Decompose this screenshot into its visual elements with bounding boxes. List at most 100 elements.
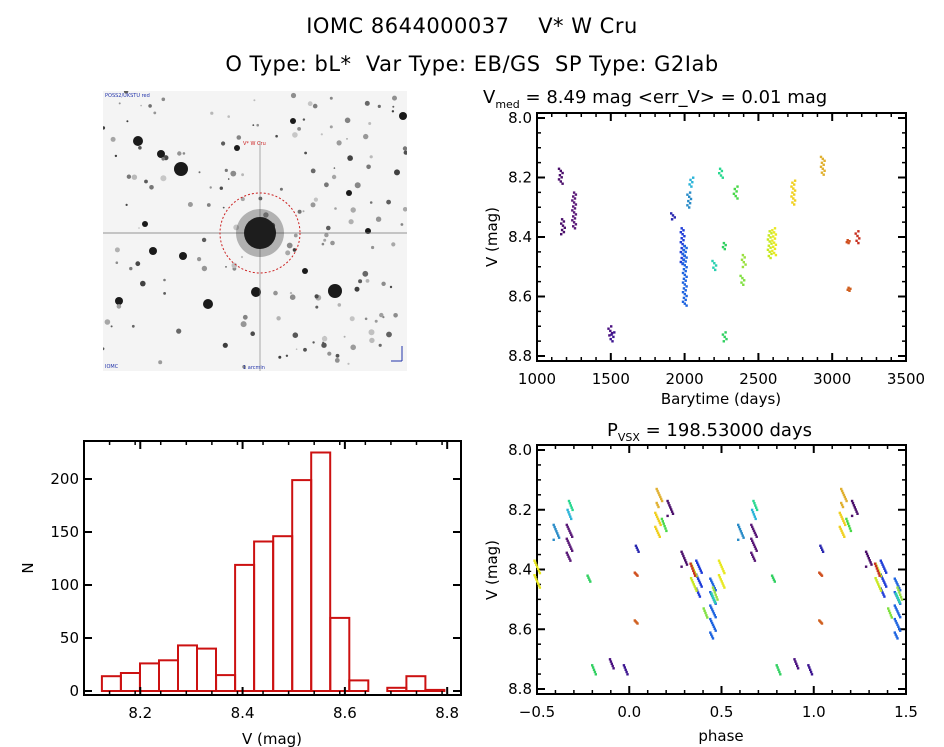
phased-curve-point <box>710 619 713 623</box>
phased-curve-point <box>655 527 658 531</box>
phased-curve-point <box>705 614 708 617</box>
star <box>240 255 244 259</box>
star <box>358 279 363 284</box>
phased-curve-point <box>878 572 882 576</box>
light-curve-point <box>679 250 682 254</box>
phased-curve-point <box>697 593 701 596</box>
star <box>135 261 141 267</box>
phased-curve-point <box>839 513 842 517</box>
phased-curve-point <box>717 559 721 562</box>
star <box>402 207 408 212</box>
light-curve-point <box>732 192 736 195</box>
phased-curve-point <box>713 614 716 617</box>
light-curve-point <box>772 231 776 234</box>
phased-curve-point <box>698 581 702 584</box>
phased-curve-point <box>634 544 638 547</box>
phased-curve-point <box>565 551 568 554</box>
phased-curve-point <box>879 589 883 592</box>
phased-curve-point <box>670 510 674 513</box>
phased-curve-point <box>841 491 845 495</box>
star <box>349 316 355 322</box>
light-curve-point <box>712 266 715 269</box>
phased-curve-point <box>657 519 661 523</box>
histogram-bar <box>310 451 332 692</box>
phased-curve-point <box>896 610 899 613</box>
light-curve-point <box>670 218 674 221</box>
star <box>275 134 278 138</box>
phased-curve-point <box>657 533 661 536</box>
phased-curve-point <box>777 668 780 671</box>
star <box>230 170 237 177</box>
star <box>104 319 111 325</box>
light-curve-point <box>688 206 691 209</box>
phased-curve-point <box>896 583 899 586</box>
light-curve-point <box>792 197 795 200</box>
light-curve-point <box>793 203 796 206</box>
star <box>242 365 246 369</box>
phased-curve-point <box>808 666 811 669</box>
phased-curve-point <box>887 609 891 612</box>
x-tick-label: 0.0 <box>617 703 641 721</box>
light-curve-point <box>740 281 743 284</box>
phased-curve-point <box>536 565 539 569</box>
light-curve-point <box>613 331 616 334</box>
phased-curve-point <box>570 533 573 536</box>
light-curve-point <box>820 171 824 174</box>
light-curve-point <box>820 161 824 164</box>
phased-curve-point <box>894 633 897 636</box>
star <box>161 97 166 102</box>
light-curve-point <box>849 287 852 290</box>
phased-curve-point <box>592 668 596 671</box>
light-curve-point <box>610 331 614 335</box>
phased-curve-point <box>750 537 753 540</box>
x-tick-label: 8.4 <box>231 704 255 722</box>
phased-curve-point <box>660 517 664 521</box>
phased-curve-point <box>753 515 756 518</box>
histogram-bar <box>348 679 370 693</box>
phased-curve-point <box>894 619 897 623</box>
sky-label-survey: POSS2/UKSTU red <box>105 93 150 99</box>
phased-curve-point <box>622 664 626 667</box>
phased-curve-point <box>851 501 855 505</box>
light-curve-point <box>561 224 565 227</box>
phased-curve-point <box>719 563 722 567</box>
phased-curve-point <box>751 527 755 531</box>
light-curve-point <box>684 298 687 302</box>
phased-curve-point <box>570 517 573 521</box>
phased-curve-point <box>710 608 714 611</box>
phased-curve-point <box>709 577 712 580</box>
star <box>297 127 301 131</box>
phased-curve-point <box>680 550 683 553</box>
light-curve-point <box>561 171 564 175</box>
star <box>227 115 230 118</box>
star <box>227 178 230 180</box>
phased-curve-point <box>683 557 686 560</box>
phased-curve-point <box>695 589 698 592</box>
phased-curve-point <box>840 529 843 533</box>
star <box>369 155 373 159</box>
phased-curve-point <box>753 531 757 535</box>
light-curve-point <box>608 334 611 337</box>
x-tick-label: 8.2 <box>128 704 152 722</box>
phased-curve-point <box>893 631 896 634</box>
phased-curve-point <box>839 527 842 531</box>
phased-curve-point <box>696 561 699 564</box>
light-curve-point <box>574 203 578 206</box>
light-curve-point <box>772 241 776 244</box>
phased-curve-point <box>665 529 668 533</box>
phased-curve-point <box>838 525 841 529</box>
phased-curve-point <box>876 581 879 584</box>
histogram-bar <box>119 672 141 692</box>
phased-curve-point <box>878 570 881 574</box>
phased-curve-point <box>866 554 870 558</box>
star <box>174 162 188 176</box>
light-curve-point <box>847 286 850 289</box>
light-curve-point <box>791 201 794 204</box>
star <box>209 186 212 189</box>
light-curve-point <box>610 333 613 336</box>
light-curve-point <box>711 259 714 263</box>
phased-curve-point <box>899 629 902 632</box>
phased-curve-point <box>877 572 880 575</box>
phased-curve-point <box>655 515 659 519</box>
light-curve-point <box>846 288 849 291</box>
